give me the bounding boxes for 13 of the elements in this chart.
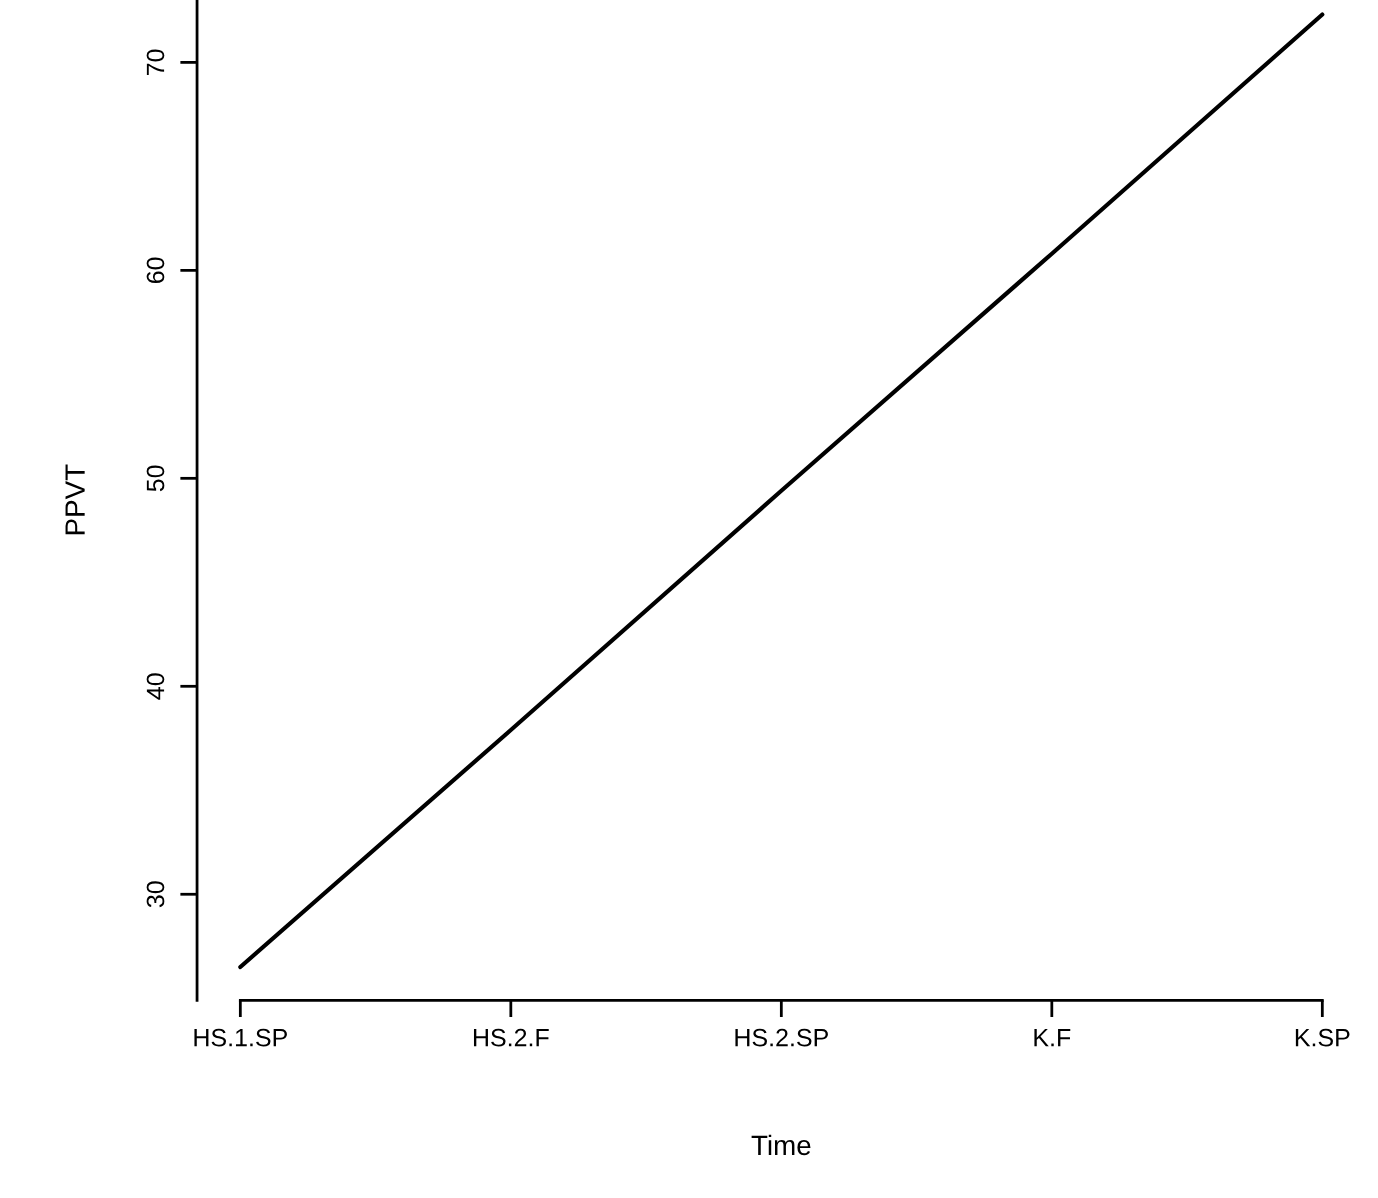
x-tick-label: HS.2.SP xyxy=(735,1028,828,1047)
y-tick-label: 30 xyxy=(146,881,165,908)
x-tick-label: HS.2.F xyxy=(473,1028,549,1047)
x-tick-label: HS.1.SP xyxy=(194,1028,287,1047)
x-tick-label: K.SP xyxy=(1295,1028,1350,1047)
y-tick-label: 40 xyxy=(146,673,165,700)
x-tick-label: K.F xyxy=(1034,1029,1071,1047)
y-tick-label: 70 xyxy=(146,49,165,76)
y-tick-label: 50 xyxy=(146,465,165,492)
x-axis-title: Time xyxy=(751,1134,811,1156)
y-tick-label: 60 xyxy=(146,257,165,283)
line-series xyxy=(238,12,1325,970)
y-axis-title: PPVT xyxy=(65,464,85,535)
